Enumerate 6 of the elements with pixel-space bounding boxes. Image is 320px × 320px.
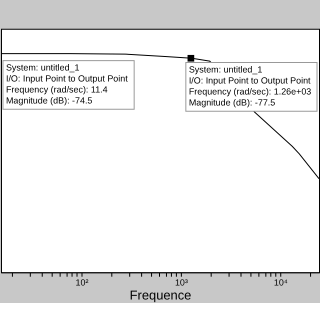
x-tick-label: 10² [76, 278, 88, 288]
annotation: System: untitled_1 I/O: Input Point to Output Point Frequency (rad/sec): 1.26e+03 Magnitude (dB): -77.5 [188, 64, 312, 108]
x-tick-label: 10⁴ [274, 278, 288, 288]
x-axis-title: Frequence [130, 288, 192, 303]
x-tick-label: 10³ [174, 278, 188, 288]
annotation: System: untitled_1 I/O: Input Point to Output Point Frequency (rad/sec): 11.4 Magnitude (dB): -74.5 [6, 62, 128, 106]
